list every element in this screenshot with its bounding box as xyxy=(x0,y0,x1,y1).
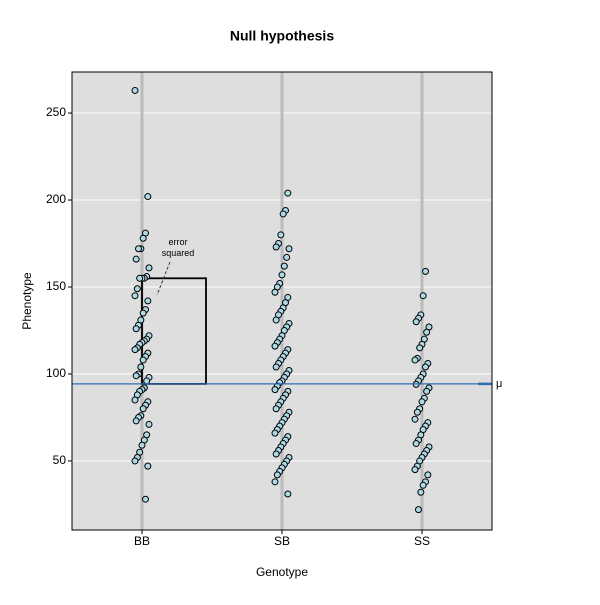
data-point xyxy=(411,466,419,474)
data-point xyxy=(136,274,144,282)
data-point xyxy=(144,193,152,201)
data-point xyxy=(273,471,281,479)
data-point xyxy=(272,450,280,458)
x-tick-label: BB xyxy=(134,534,150,548)
data-point xyxy=(139,234,147,242)
y-tick-label: 250 xyxy=(46,105,66,119)
data-point xyxy=(412,440,420,448)
data-point xyxy=(137,363,145,371)
data-point xyxy=(415,506,422,514)
data-point xyxy=(132,372,140,380)
data-point xyxy=(277,231,285,239)
data-point xyxy=(131,457,139,465)
data-point xyxy=(133,285,141,293)
data-point xyxy=(423,328,431,336)
data-point xyxy=(416,344,424,352)
plot-border xyxy=(71,71,493,531)
data-point xyxy=(135,245,142,253)
data-point xyxy=(411,356,419,364)
data-point xyxy=(272,405,280,413)
data-point xyxy=(132,255,140,263)
data-point xyxy=(424,471,432,479)
data-point xyxy=(271,342,279,350)
data-point xyxy=(411,415,419,423)
y-tick-label: 150 xyxy=(46,279,66,293)
data-point xyxy=(412,318,420,326)
data-point xyxy=(279,210,287,218)
data-point xyxy=(419,481,427,489)
data-point xyxy=(280,262,288,270)
data-point xyxy=(139,405,147,413)
data-point xyxy=(419,292,427,300)
data-point xyxy=(272,243,280,251)
data-point xyxy=(145,420,153,428)
data-point xyxy=(131,86,139,94)
data-point xyxy=(145,264,153,272)
data-point xyxy=(272,316,280,324)
data-point xyxy=(418,398,426,406)
data-point xyxy=(144,297,152,305)
data-point xyxy=(271,478,279,486)
annotation-pointer xyxy=(156,261,171,296)
y-tick-label: 50 xyxy=(53,453,67,467)
data-point xyxy=(144,462,152,470)
data-point xyxy=(422,267,429,275)
data-point xyxy=(131,292,139,300)
x-axis-label: Genotype xyxy=(256,565,308,579)
y-axis-label: Phenotype xyxy=(20,272,34,330)
data-point xyxy=(283,253,291,261)
data-point xyxy=(272,363,280,371)
data-point xyxy=(139,309,147,317)
data-point xyxy=(417,488,425,496)
data-point xyxy=(423,387,431,395)
data-point xyxy=(132,417,140,425)
data-point xyxy=(278,271,286,279)
x-tick-label: SB xyxy=(274,534,290,548)
data-point xyxy=(132,325,140,333)
annotation: error squared xyxy=(162,237,195,258)
data-point xyxy=(271,429,279,437)
data-point xyxy=(142,495,149,503)
data-point xyxy=(131,346,139,354)
data-point xyxy=(139,356,147,364)
data-point xyxy=(138,441,146,449)
mean-label: μ xyxy=(496,378,502,390)
data-point xyxy=(143,377,151,385)
data-point xyxy=(285,245,293,253)
y-tick-label: 200 xyxy=(46,192,66,206)
data-point xyxy=(284,189,292,197)
data-point xyxy=(271,386,279,394)
data-point xyxy=(284,490,292,498)
y-tick-label: 100 xyxy=(46,366,66,380)
data-point xyxy=(422,363,429,371)
data-point xyxy=(131,396,139,404)
data-point xyxy=(413,408,421,416)
x-tick-label: SS xyxy=(414,534,430,548)
chart-title: Null hypothesis xyxy=(230,28,334,44)
data-point xyxy=(271,288,279,296)
